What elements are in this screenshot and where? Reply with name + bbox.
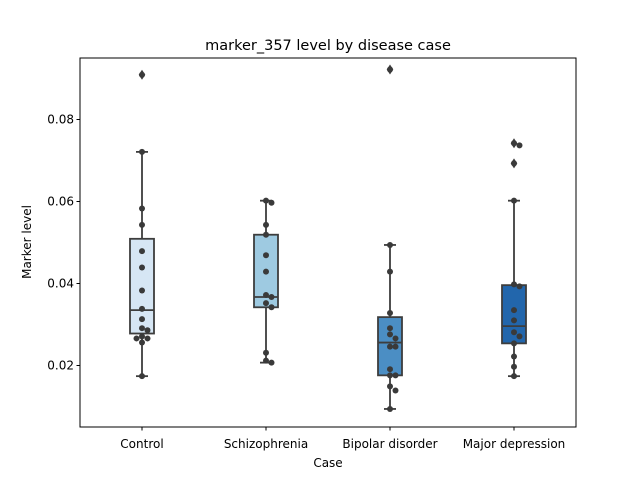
data-point — [516, 333, 523, 340]
data-point — [387, 372, 393, 379]
data-point — [139, 325, 145, 332]
data-point — [511, 373, 517, 380]
data-point — [133, 335, 140, 342]
data-point — [387, 383, 393, 390]
data-point — [387, 331, 393, 338]
data-point — [387, 366, 393, 373]
data-point — [387, 241, 393, 248]
data-point — [268, 359, 275, 366]
data-point — [139, 305, 145, 312]
data-point — [139, 316, 145, 323]
y-tick-label: 0.06 — [47, 195, 74, 209]
points-major-depression — [511, 140, 523, 380]
data-point — [392, 372, 399, 379]
data-point — [511, 160, 517, 167]
data-point — [139, 221, 145, 228]
data-point — [511, 281, 517, 288]
data-point — [144, 335, 151, 342]
data-point — [263, 197, 269, 204]
data-point — [511, 140, 517, 147]
data-point — [263, 291, 269, 298]
points-bipolar-disorder — [387, 66, 399, 412]
data-point — [511, 353, 517, 360]
points-schizophrenia — [263, 197, 275, 366]
data-point — [263, 268, 269, 275]
data-point — [511, 197, 517, 204]
data-point — [516, 283, 523, 290]
plot-frame — [79, 57, 577, 428]
data-point — [139, 339, 145, 346]
data-point — [263, 349, 269, 356]
data-point — [263, 357, 269, 364]
data-point — [511, 329, 517, 336]
y-tick-label: 0.02 — [47, 359, 74, 373]
data-point — [139, 287, 145, 294]
data-point — [144, 327, 151, 334]
x-tick-label: Control — [120, 437, 163, 451]
plot-area — [129, 64, 527, 412]
y-tick-label: 0.04 — [47, 277, 74, 291]
data-point — [392, 387, 399, 394]
data-point — [139, 264, 145, 271]
y-tick-label: 0.08 — [47, 113, 74, 127]
x-tick-label: Major depression — [463, 437, 566, 451]
data-point — [387, 66, 393, 73]
data-point — [139, 71, 145, 78]
data-point — [139, 205, 145, 212]
x-tick-label: Schizophrenia — [224, 437, 308, 451]
data-point — [387, 343, 393, 350]
data-point — [511, 363, 517, 370]
data-point — [263, 231, 269, 238]
chart-title: marker_357 level by disease case — [205, 38, 451, 54]
data-point — [268, 304, 275, 311]
data-point — [139, 248, 145, 255]
data-point — [511, 307, 517, 314]
data-point — [511, 317, 517, 324]
x-axis-label: Case — [313, 456, 342, 470]
data-point — [392, 335, 399, 342]
data-point — [387, 268, 393, 275]
data-point — [516, 142, 523, 149]
data-point — [263, 300, 269, 307]
data-point — [139, 148, 145, 155]
data-point — [263, 221, 269, 228]
data-point — [387, 325, 393, 332]
y-axis-label: Marker level — [20, 205, 34, 279]
data-point — [387, 405, 393, 412]
data-point — [392, 343, 399, 350]
data-point — [268, 199, 275, 206]
data-point — [263, 252, 269, 259]
points-control — [133, 71, 151, 380]
x-tick-label: Bipolar disorder — [342, 437, 437, 451]
data-point — [139, 373, 145, 380]
data-point — [268, 294, 275, 301]
data-point — [511, 340, 517, 347]
data-point — [139, 333, 145, 340]
data-point — [387, 310, 393, 317]
